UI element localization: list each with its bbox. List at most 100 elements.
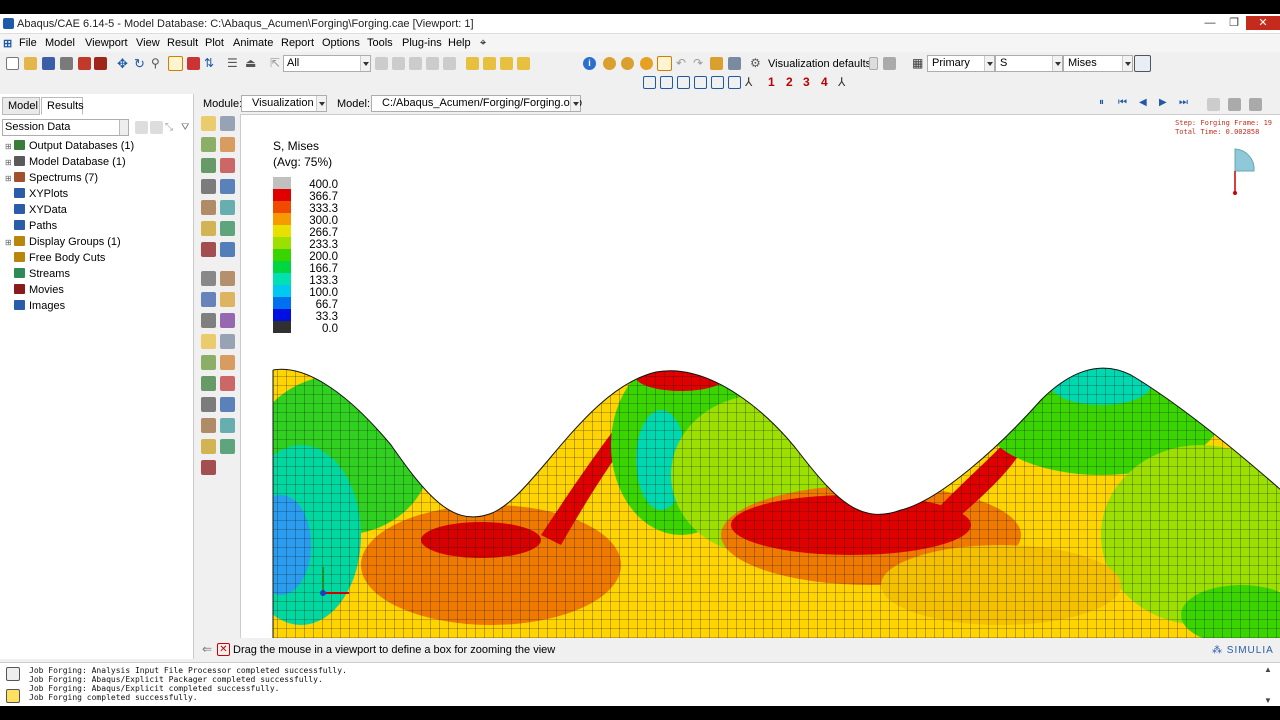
invariant-combo[interactable]: Mises [1063,55,1133,72]
toolbox-tool-icon[interactable] [220,179,235,194]
undo-icon[interactable]: ↶ [676,56,687,70]
box-zoom-icon[interactable] [168,56,183,71]
view-iso-icon[interactable]: ⅄ [745,75,753,89]
import-icon[interactable] [78,57,91,70]
toolbox-tool-icon[interactable] [201,397,216,412]
chevron-down-icon[interactable] [570,96,580,111]
menu-plugins[interactable]: Plug-ins [402,37,442,49]
tree-item[interactable]: Paths [5,220,57,236]
visualization-defaults-dropdown[interactable] [869,57,878,70]
toolbox-tool-icon[interactable] [220,418,235,433]
toolbox-tool-icon[interactable] [220,271,235,286]
info-icon[interactable]: i [583,57,596,70]
tree-item[interactable]: ⊞ Output Databases (1) [5,140,134,156]
view-top-icon[interactable] [711,76,724,89]
toolbox-tool-icon[interactable] [201,137,216,152]
toolbox-tool-icon[interactable] [201,439,216,454]
toolbox-tool-icon[interactable] [220,397,235,412]
render-style-icon[interactable] [500,57,513,70]
chevron-down-icon[interactable] [1122,56,1132,71]
toolbox-tool-icon[interactable] [220,439,235,454]
previous-frame-button[interactable]: ◀ [1139,97,1147,108]
tree-item[interactable]: Streams [5,268,70,284]
model-select[interactable]: C:/Abaqus_Acumen/Forging/Forging.odb [371,95,582,112]
menu-system-icon[interactable]: ⊞ [3,38,13,50]
gear-icon[interactable]: ⚙ [750,56,761,70]
first-frame-button[interactable]: ⏮ [1118,97,1127,108]
tree-item[interactable]: Images [5,300,65,316]
tab-results[interactable]: Results [41,97,84,115]
selection-filter-combo[interactable]: All [283,55,371,72]
viewport-1[interactable]: S, Mises (Avg: 75%) 400.0 366.7 333.3 300.0… [240,114,1280,638]
toolbox-tool-icon[interactable] [201,460,216,475]
select-arrow-icon[interactable]: ⇱ [270,56,281,70]
cancel-icon[interactable]: ✕ [217,643,230,656]
toolbox-tool-icon[interactable] [201,158,216,173]
toolbox-tool-icon[interactable] [201,376,216,391]
render-style-icon[interactable] [466,57,479,70]
toolbox-tool-icon[interactable] [201,242,216,257]
frame-selector-icon[interactable] [1207,98,1220,111]
toolbox-tool-icon[interactable] [220,292,235,307]
toolbox-tool-icon[interactable] [220,242,235,257]
chevron-down-icon[interactable] [1052,56,1062,71]
expand-icon[interactable]: ⊞ [5,174,12,183]
open-file-icon[interactable] [24,57,37,70]
toolbox-tool-icon[interactable] [201,292,216,307]
pause-button[interactable]: ⏸ [1099,97,1104,108]
menu-report[interactable]: Report [281,37,315,49]
tree-funnel-icon[interactable]: ⛛ [181,122,190,133]
menu-result[interactable]: Result [167,37,199,49]
variable-combo[interactable]: S [995,55,1063,72]
tree-item[interactable]: ⊞ Spectrums (7) [5,172,98,188]
selection-option-icon[interactable] [392,57,405,70]
menu-file[interactable]: File [19,37,37,49]
view-back-icon[interactable] [660,76,673,89]
save-icon[interactable] [42,57,55,70]
tree-item[interactable]: Free Body Cuts [5,252,105,268]
chevron-down-icon[interactable] [316,96,326,111]
module-select[interactable]: Visualization [241,95,327,112]
table-icon[interactable] [728,57,741,70]
magnify-icon[interactable]: ⚲ [151,56,160,70]
tree-item[interactable]: XYPlots [5,188,68,204]
session-dropdown-arrow[interactable] [119,120,128,135]
whats-this-icon[interactable]: ⌖ [480,37,487,49]
view-right-icon[interactable] [694,76,707,89]
toolbox-tool-icon[interactable] [220,200,235,215]
toolbox-tool-icon[interactable] [220,158,235,173]
pan-icon[interactable]: ✥ [117,56,128,71]
toolbox-tool-icon[interactable] [220,334,235,349]
toolbox-tool-icon[interactable] [201,355,216,370]
toolbox-tool-icon[interactable] [220,137,235,152]
expand-icon[interactable]: ⊞ [5,142,12,151]
view-manager-icon[interactable] [710,57,723,70]
message-area-icon[interactable] [6,667,20,681]
next-frame-button[interactable]: ▶ [1159,97,1167,108]
toolbox-tool-icon[interactable] [201,271,216,286]
new-file-icon[interactable] [6,57,19,70]
tree-item[interactable]: ⊞ Model Database (1) [5,156,126,172]
viewport-1-button[interactable]: 1 [768,75,775,89]
toolbox-tool-icon[interactable] [220,313,235,328]
tab-model[interactable]: Model [2,97,40,115]
menu-model[interactable]: Model [45,37,75,49]
toolbox-tool-icon[interactable] [201,221,216,236]
cycle-views-icon[interactable]: ⇅ [204,56,215,70]
rotate-icon[interactable]: ↻ [134,56,145,71]
menu-viewport[interactable]: Viewport [85,37,128,49]
tree-item[interactable]: Movies [5,284,64,300]
list-icon[interactable]: ☰ [227,56,238,70]
menu-help[interactable]: Help [448,37,471,49]
expand-icon[interactable]: ⊞ [5,158,12,167]
export-icon[interactable] [94,57,107,70]
viewport-2-button[interactable]: 2 [786,75,793,89]
layers-icon[interactable] [883,57,896,70]
field-output-icon[interactable]: ▦ [912,56,924,70]
toolbox-tool-icon[interactable] [201,179,216,194]
chevron-down-icon[interactable] [984,56,994,71]
selection-option-icon[interactable] [426,57,439,70]
select-icon[interactable] [657,56,672,71]
tree-highlight-icon[interactable]: ⤡ [165,122,173,133]
field-output-dialog-icon[interactable] [1134,55,1151,72]
